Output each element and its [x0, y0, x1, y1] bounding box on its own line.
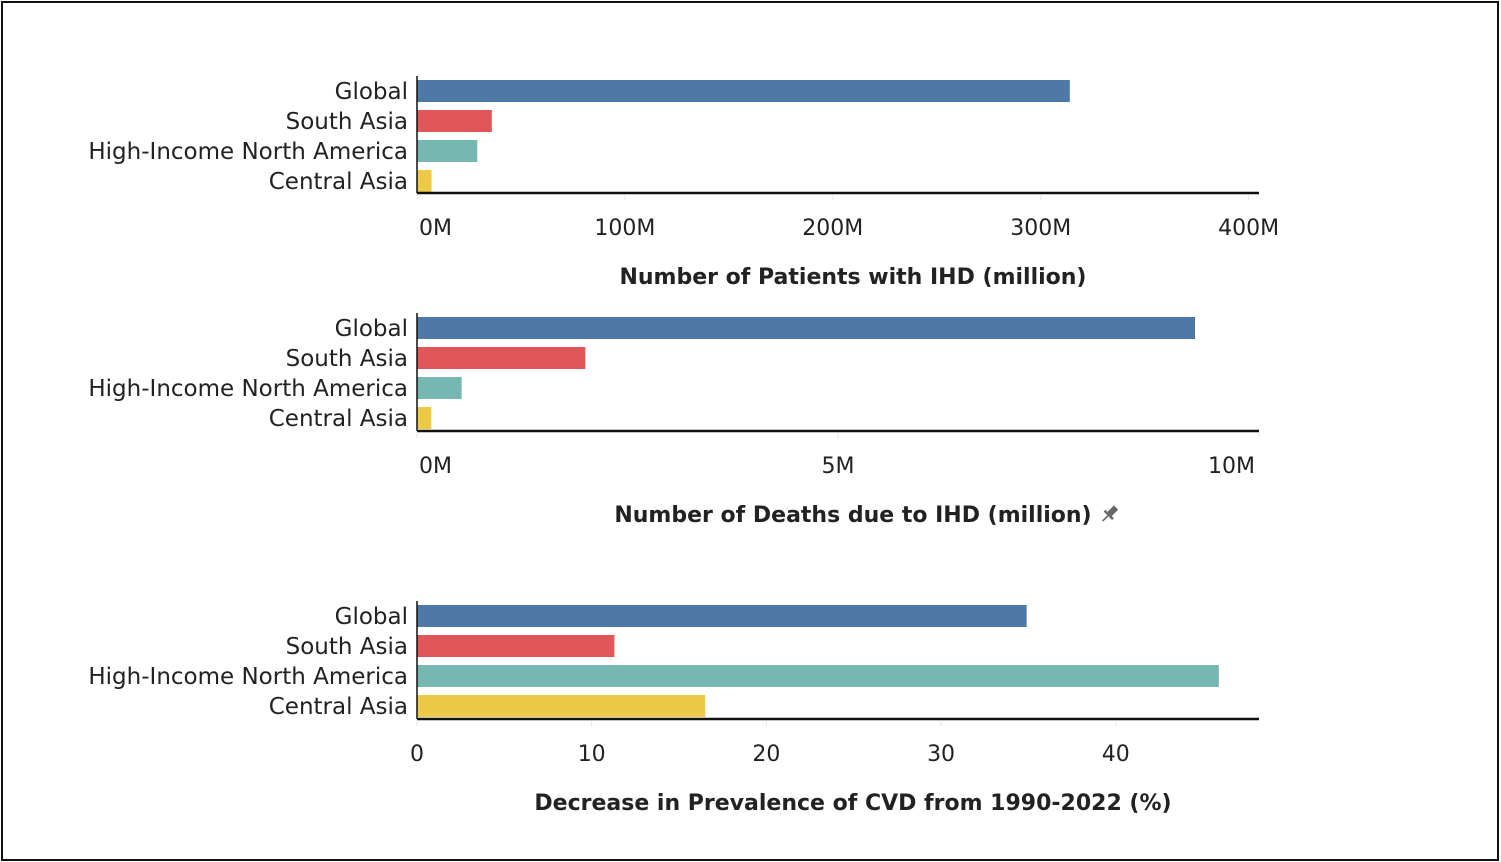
category-label: Central Asia — [269, 169, 408, 195]
bar-central-asia[interactable] — [417, 170, 432, 192]
x-tick-label: 40 — [1102, 742, 1130, 767]
x-tick-label: 0M — [419, 454, 452, 479]
x-tick-label: 300M — [1010, 216, 1071, 241]
x-tick-label: 10M — [1208, 454, 1255, 479]
x-tick-label: 200M — [802, 216, 863, 241]
pin-icon[interactable] — [1098, 503, 1120, 525]
x-tick-label: 5M — [822, 454, 855, 479]
category-label: High-Income North America — [88, 376, 408, 402]
x-tick-label: 0M — [419, 216, 452, 241]
category-label: South Asia — [286, 346, 408, 372]
category-label: Global — [335, 79, 408, 105]
category-label: High-Income North America — [88, 139, 408, 165]
bar-high-income-north-america[interactable] — [417, 377, 462, 399]
category-label: Global — [335, 316, 408, 342]
x-axis-title: Decrease in Prevalence of CVD from 1990-… — [534, 791, 1171, 816]
category-label: High-Income North America — [88, 664, 408, 690]
x-axis-title: Number of Patients with IHD (million) — [619, 265, 1086, 290]
category-label: South Asia — [286, 109, 408, 135]
bar-central-asia[interactable] — [417, 407, 432, 429]
bar-global[interactable] — [417, 605, 1027, 627]
bar-central-asia[interactable] — [417, 695, 706, 717]
x-tick-label: 30 — [927, 742, 955, 767]
bar-south-asia[interactable] — [417, 347, 586, 369]
category-label: Central Asia — [269, 406, 408, 432]
bar-global[interactable] — [417, 80, 1070, 102]
category-label: South Asia — [286, 634, 408, 660]
x-tick-label: 20 — [752, 742, 780, 767]
x-tick-label: 100M — [594, 216, 655, 241]
category-label: Global — [335, 604, 408, 630]
bar-south-asia[interactable] — [417, 635, 615, 657]
bar-global[interactable] — [417, 317, 1196, 339]
category-label: Central Asia — [269, 694, 408, 720]
bar-high-income-north-america[interactable] — [417, 140, 478, 162]
x-tick-label: 0 — [410, 742, 424, 767]
bar-high-income-north-america[interactable] — [417, 665, 1219, 687]
bar-south-asia[interactable] — [417, 110, 492, 132]
x-tick-label: 10 — [578, 742, 606, 767]
x-axis-title: Number of Deaths due to IHD (million) — [614, 503, 1091, 528]
x-tick-label: 400M — [1218, 216, 1279, 241]
